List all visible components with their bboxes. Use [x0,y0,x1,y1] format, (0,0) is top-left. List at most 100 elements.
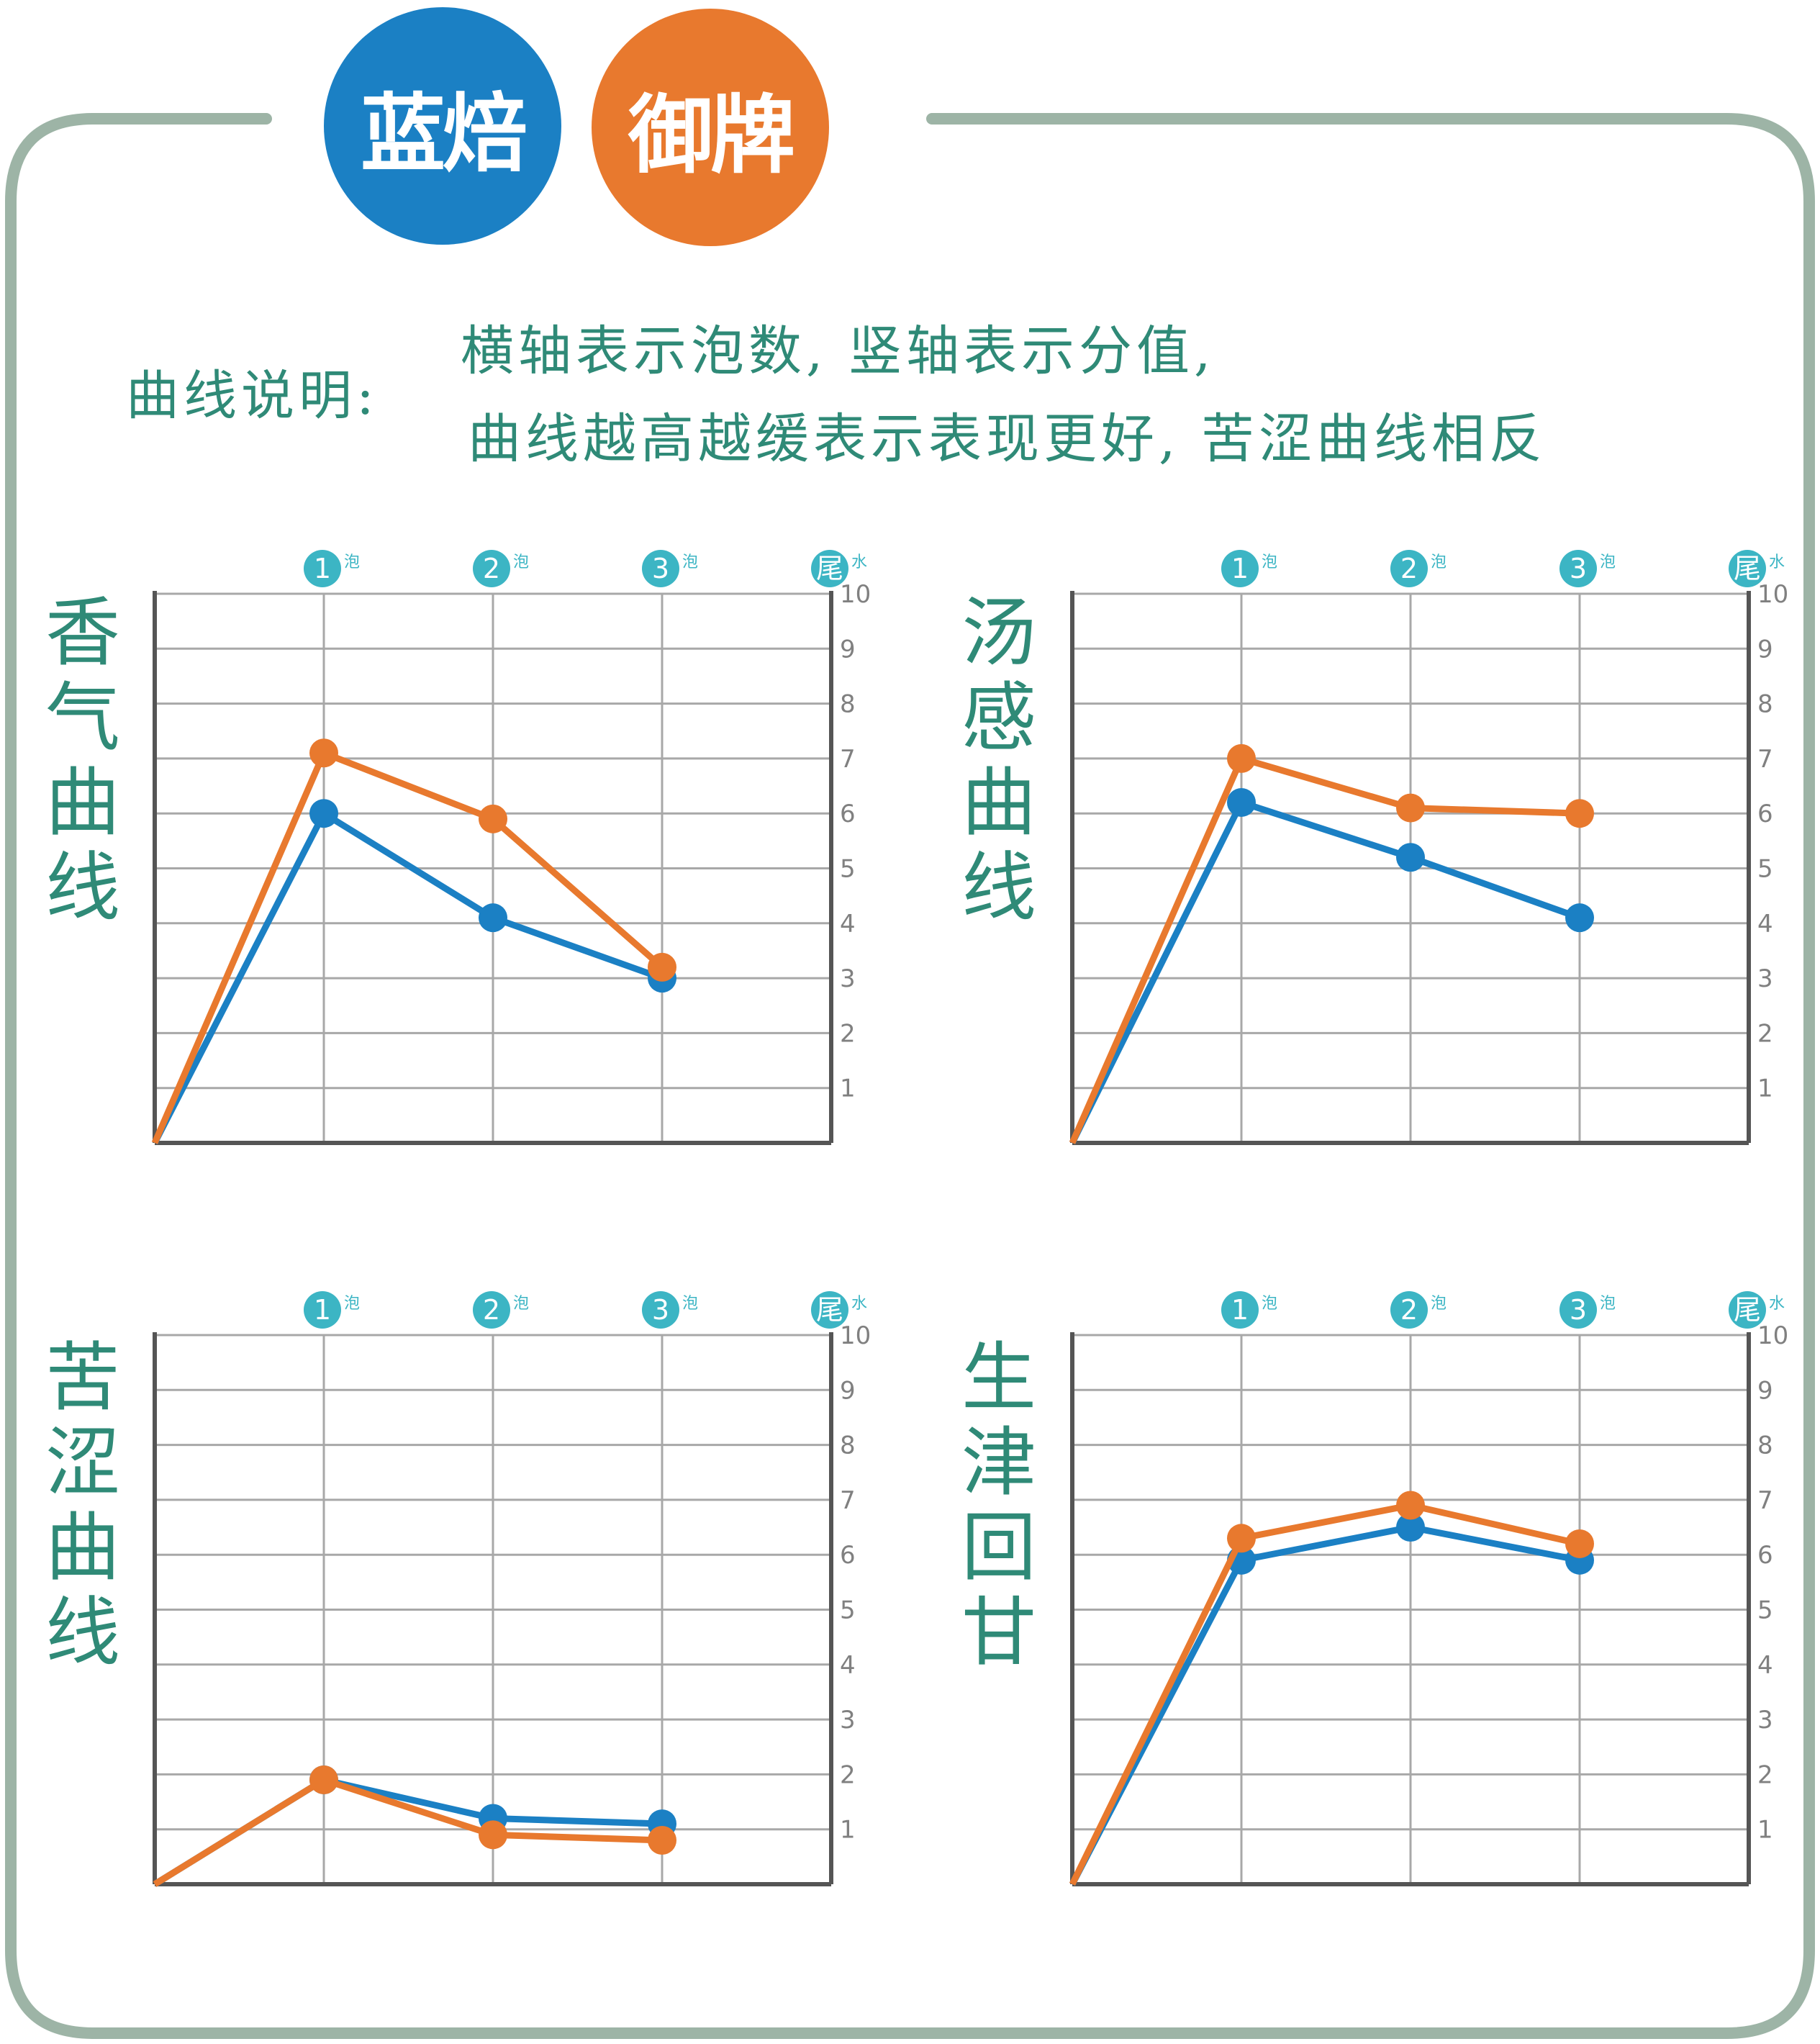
series-0 [1069,787,1594,1145]
y-tick-label: 6 [1757,1541,1773,1570]
x-top-badge [642,1291,679,1329]
brand-label-blue: 蓝焙 [360,83,528,184]
x-top-label-sub: 泡 [513,553,529,571]
data-point [1396,1491,1425,1520]
x-top-label-num: 1 [1231,1294,1249,1326]
data-point [479,804,507,833]
series-1 [153,1765,676,1887]
y-tick-label: 4 [1757,910,1773,939]
data-point [1227,1524,1256,1553]
data-point [1565,1529,1594,1558]
x-top-badge [1729,1291,1766,1329]
x-top-label-num: 3 [652,1294,669,1326]
x-top-badge [1390,1291,1428,1329]
y-tick-label: 2 [1757,1019,1773,1048]
y-tick-label: 8 [840,690,856,719]
series-line [153,1776,663,1887]
data-point [1565,903,1594,933]
x-top-badge [642,550,679,587]
x-top-label: 尾水 [811,1291,867,1329]
x-top-badge [473,550,510,587]
series-0 [151,799,676,1145]
y-tick-label: 10 [840,1321,871,1350]
x-top-label-sub: 泡 [1600,1295,1616,1313]
y-tick-label: 2 [1757,1760,1773,1789]
chart-title-body: 汤感曲线 [961,589,1036,931]
data-point [1227,743,1256,773]
grid: 1 2 3 4 5 6 7 8 9 10 [155,580,871,1143]
x-top-label-sub: 水 [1769,553,1785,571]
x-top-label-num: 2 [483,1294,500,1326]
y-tick-label: 5 [1757,855,1773,884]
y-tick-label: 6 [1757,800,1773,828]
y-tick-label: 7 [840,1486,856,1515]
series-line [153,1776,663,1887]
series-line [1069,799,1581,1145]
x-top-label-sub: 泡 [1600,553,1616,571]
legend-line-1: 横轴表示泡数, 竖轴表示分值, [461,320,1215,382]
data-point [309,738,338,768]
y-tick-label: 1 [840,1075,856,1103]
y-tick-label: 7 [840,745,856,774]
x-top-badge [1559,1291,1597,1329]
y-tick-label: 7 [1757,745,1773,774]
series-line [1069,755,1580,1144]
y-tick-label: 4 [840,1651,856,1680]
y-tick-label: 2 [840,1760,856,1789]
y-tick-label: 1 [1757,1816,1773,1845]
x-top-label-sub: 水 [851,553,867,571]
series-line [151,810,664,1145]
chart-title-aftertaste: 生津回甘 [961,1334,1036,1676]
x-top-label-num: 1 [314,553,331,584]
brand-label-orange: 御牌 [628,85,795,185]
y-tick-label: 9 [840,635,856,664]
y-tick-label: 5 [1757,1596,1773,1625]
y-tick-label: 6 [840,1541,856,1570]
data-point [309,799,338,828]
x-top-label-num: 2 [483,553,500,584]
y-tick-label: 1 [840,1816,856,1845]
legend-line-2: 曲线越高越缓表示表现更好, 苦涩曲线相反 [468,408,1547,470]
y-tick-label: 7 [1757,1486,1773,1515]
chart-body: 123456789101 泡 2 泡 3 泡尾水 [1069,550,1788,1145]
y-tick-label: 10 [840,580,871,609]
y-tick-label: 8 [1757,1432,1773,1460]
y-tick-label: 9 [1757,635,1773,664]
chart-title-aroma: 香气曲线 [45,589,120,931]
data-point [479,903,507,933]
series-1 [151,738,676,1144]
y-tick-label: 5 [840,1596,856,1625]
chart-bitterness: 123456789101 泡 2 泡 3 泡尾水 [153,1291,871,1887]
data-point [648,1825,676,1855]
y-tick-label: 8 [1757,690,1773,719]
x-top-label-num: 尾 [816,553,843,584]
x-top-badge [473,1291,510,1329]
x-top-label-sub: 泡 [344,553,360,571]
y-tick-label: 3 [840,964,856,993]
y-tick-label: 3 [1757,964,1773,993]
series-1 [1069,743,1594,1144]
x-top-label: 尾水 [811,550,867,587]
y-tick-label: 9 [1757,1376,1773,1405]
x-top-label-num: 1 [1231,553,1249,584]
x-top-badge [304,1291,341,1329]
y-tick-label: 6 [840,800,856,828]
series-line [1069,1524,1580,1886]
x-top-badge [1559,550,1597,587]
x-top-badge [304,550,341,587]
x-top-label-sub: 泡 [1262,1295,1277,1313]
brand-badge-orange: 御牌 [592,9,829,246]
